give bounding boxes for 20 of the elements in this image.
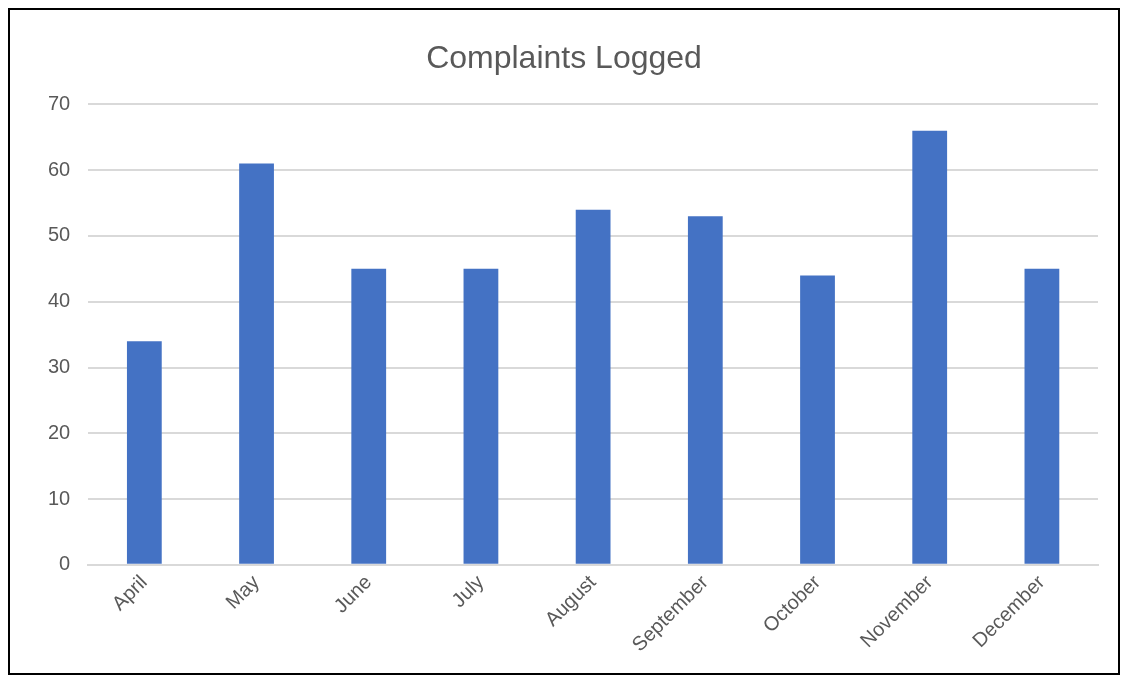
bar (687, 216, 723, 564)
y-tick-label: 10 (48, 486, 71, 509)
y-tick-label: 70 (48, 91, 71, 114)
bar (575, 209, 611, 564)
bar (800, 275, 835, 564)
bar (351, 268, 387, 564)
bar (463, 268, 499, 564)
bar (1024, 268, 1060, 564)
y-tick-label: 60 (48, 157, 71, 180)
bar (126, 341, 162, 564)
bar (912, 130, 948, 564)
x-tick-label: July (446, 570, 488, 612)
y-tick-label: 30 (48, 355, 71, 378)
y-tick-label: 0 (59, 552, 71, 575)
y-tick-label: 20 (48, 420, 71, 443)
chart-title: Complaints Logged (426, 39, 702, 76)
y-tick-label: 50 (48, 223, 71, 246)
bar (239, 163, 274, 564)
y-tick-label: 40 (48, 289, 71, 312)
x-tick-label: May (220, 570, 264, 613)
